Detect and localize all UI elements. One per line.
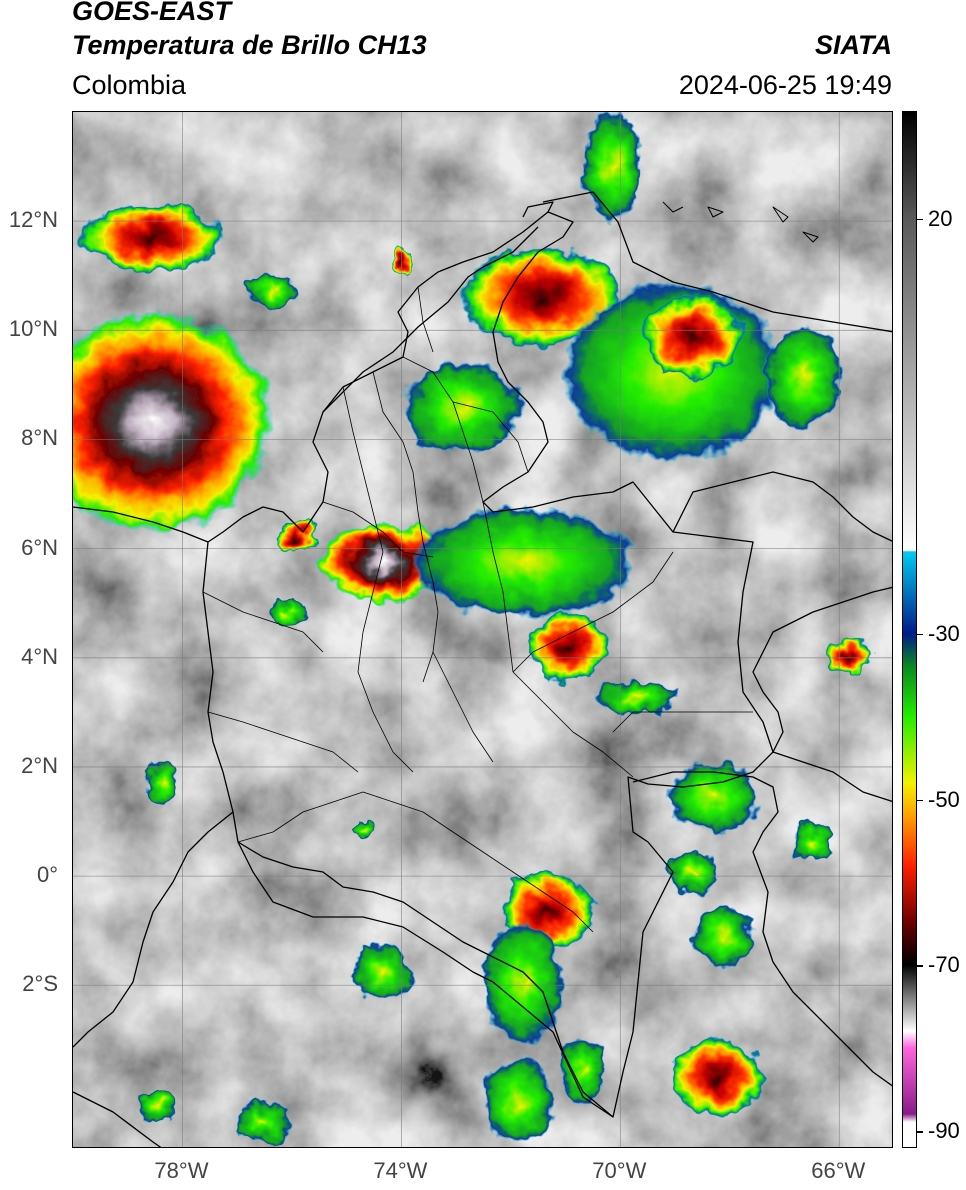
- panama-coast: [73, 506, 209, 543]
- lat-tick-label: 8°N: [21, 425, 58, 451]
- colorbar-tick: [917, 799, 923, 802]
- colorbar-tick: [917, 1131, 923, 1133]
- satellite-title: GOES-EAST: [72, 0, 232, 26]
- colorbar-tick-label: -70: [928, 952, 960, 978]
- colorbar: [902, 111, 917, 1148]
- lat-tick-label: 4°N: [21, 643, 58, 669]
- colombia-outline: [202, 211, 774, 1118]
- lat-tick-label: 12°N: [8, 207, 58, 233]
- colorbar-tick-label: -90: [928, 1118, 960, 1144]
- colorbar-tick-label: 20: [928, 205, 953, 231]
- lat-tick-label: 2°S: [22, 971, 58, 997]
- department-lines: [202, 286, 753, 933]
- convective-cells: [73, 112, 873, 1147]
- lat-tick-label: 2°N: [21, 752, 58, 778]
- peru-coast: [73, 1091, 162, 1147]
- colorbar-tick: [917, 965, 923, 967]
- caribbean-coast: [322, 226, 539, 413]
- map-canvas: [73, 112, 892, 1147]
- venezuela-border: [522, 201, 892, 542]
- lon-tick-label: 70°W: [592, 1158, 647, 1183]
- brazil-border: [632, 771, 892, 1087]
- agency-label: SIATA: [815, 30, 892, 60]
- satellite-map[interactable]: [72, 111, 893, 1148]
- colorbar-tick: [917, 218, 923, 221]
- lon-tick-label: 74°W: [373, 1158, 428, 1183]
- political-borders: [73, 191, 892, 1147]
- region-label: Colombia: [72, 70, 187, 100]
- lat-tick-label: 6°N: [21, 534, 58, 560]
- lon-tick-label: 66°W: [811, 1158, 866, 1183]
- ecuador-coast: [73, 811, 234, 1048]
- lat-tick-label: 10°N: [8, 316, 58, 342]
- product-title: Temperatura de Brillo CH13: [72, 30, 427, 60]
- colorbar-tick-label: -50: [928, 786, 960, 812]
- venezuela-coast: [542, 191, 892, 333]
- brazil-venezuela: [772, 751, 892, 803]
- colorbar-tick: [917, 633, 923, 636]
- lon-tick-label: 78°W: [154, 1158, 209, 1183]
- peru-border: [237, 841, 614, 1118]
- lat-tick-label: 0°: [36, 862, 58, 888]
- brazil-guyana: [752, 586, 892, 753]
- aruba-curacao: [662, 201, 819, 243]
- graticule: [73, 112, 892, 1147]
- colorbar-tick-label: -30: [928, 620, 960, 646]
- datetime-label: 2024-06-25 19:49: [678, 70, 892, 100]
